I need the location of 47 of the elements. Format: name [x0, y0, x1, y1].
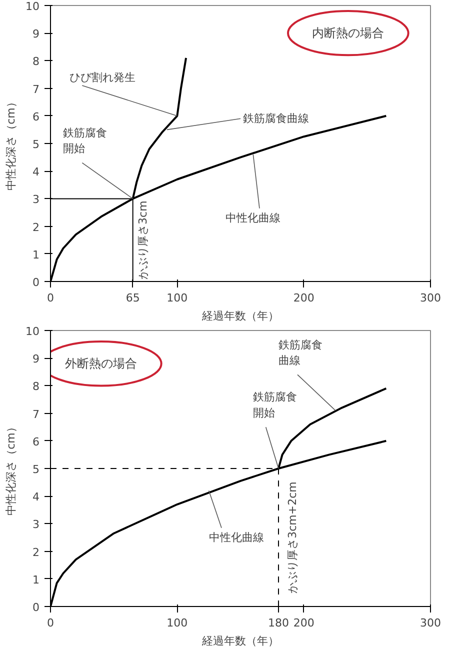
annotation: 中性化曲線 — [208, 531, 264, 544]
y-tick-label: 4 — [32, 166, 40, 179]
y-tick-label: 5 — [32, 138, 40, 151]
y-tick-label: 2 — [32, 546, 40, 559]
y-tick-label: 8 — [32, 55, 40, 68]
y-axis-title: 中性化深さ（cm） — [4, 422, 18, 516]
y-tick-label: 4 — [32, 490, 40, 504]
annotation: 鉄筋腐食曲線 — [243, 112, 310, 126]
x-tick-label: 200 — [293, 292, 314, 304]
y-tick-label: 7 — [32, 408, 40, 421]
annotation: かぶり厚さ3cm — [136, 200, 150, 280]
y-tick-label: 2 — [32, 220, 40, 234]
annotation: ひび割れ発生 — [70, 70, 136, 84]
y-tick-label: 8 — [32, 380, 40, 394]
annotation: 鉄筋腐食開始 — [63, 126, 108, 156]
x-tick-label: 200 — [293, 616, 314, 630]
x-tick-label: 300 — [420, 616, 441, 630]
y-tick-label: 1 — [32, 573, 40, 586]
y-tick-label: 6 — [32, 435, 40, 448]
y-tick-label: 9 — [32, 352, 40, 366]
y-tick-label: 5 — [32, 463, 40, 476]
y-tick-label: 9 — [32, 28, 40, 41]
y-tick-label: 3 — [32, 193, 40, 206]
y-tick-label: 0 — [32, 276, 40, 289]
y-tick-label: 1 — [32, 248, 40, 262]
x-tick-label: 100 — [166, 292, 188, 304]
y-axis-title: 中性化深さ（cm） — [4, 96, 18, 190]
annotation: 内断熱の場合 — [312, 26, 384, 40]
y-tick-label: 6 — [32, 110, 40, 124]
x-axis-title: 経過年数（年） — [201, 310, 279, 322]
x-tick-label: 300 — [420, 292, 441, 304]
y-tick-label: 10 — [26, 325, 40, 338]
x-tick-label: 65 — [126, 292, 140, 304]
x-tick-label: 100 — [166, 616, 188, 630]
y-tick-label: 0 — [32, 601, 40, 614]
x-axis-title: 経過年数（年） — [201, 634, 279, 648]
x-tick-label: 0 — [47, 616, 54, 630]
annotation: 外断熱の場合 — [65, 356, 138, 371]
x-tick-label: 0 — [47, 292, 54, 304]
annotation: かぶり厚さ3cm+2cm — [286, 482, 300, 594]
annotation: 鉄筋腐食曲線 — [278, 338, 322, 367]
y-tick-label: 10 — [26, 0, 40, 13]
annotation: 鉄筋腐食開始 — [253, 390, 298, 420]
annotation: 中性化曲線 — [225, 212, 280, 225]
y-tick-label: 3 — [32, 518, 40, 532]
y-tick-label: 7 — [32, 82, 40, 96]
x-tick-label: 180 — [268, 616, 289, 630]
